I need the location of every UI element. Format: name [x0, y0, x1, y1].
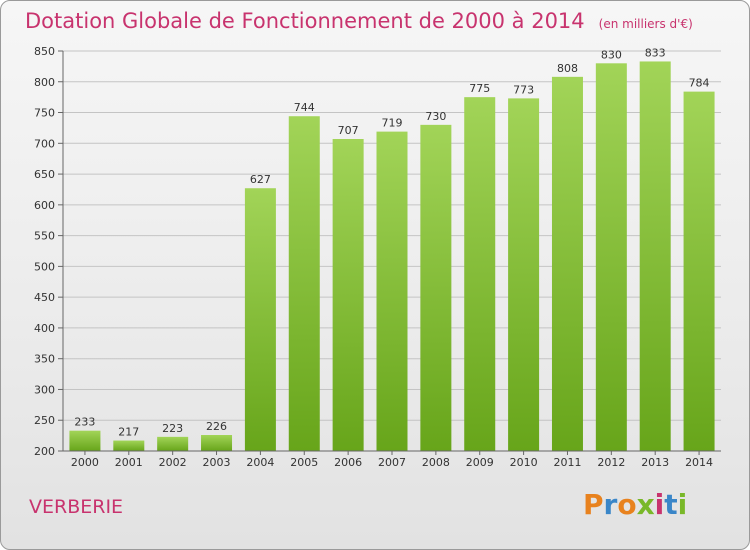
bar — [288, 116, 320, 451]
bar-value-label: 627 — [250, 173, 271, 186]
y-tick-label: 400 — [34, 322, 55, 335]
bar-value-label: 223 — [162, 422, 183, 435]
y-tick-label: 650 — [34, 168, 55, 181]
logo-letter: t — [664, 488, 678, 521]
x-tick-label: 2009 — [466, 456, 494, 469]
y-tick-label: 600 — [34, 199, 55, 212]
proxiti-logo: Proxiti — [583, 488, 687, 521]
y-tick-label: 250 — [34, 414, 55, 427]
commune-name: VERBERIE — [29, 496, 124, 518]
bars: 233 217 223 226 627 744 707 719 730 775 773 808 830 8… — [69, 46, 715, 452]
logo-letter: r — [603, 488, 618, 521]
bar — [420, 124, 452, 451]
bar-value-label: 775 — [469, 82, 490, 95]
bar — [683, 91, 715, 451]
bar-value-label: 830 — [601, 48, 622, 61]
x-tick-label: 2014 — [685, 456, 713, 469]
y-tick-label: 850 — [34, 45, 55, 58]
bar — [113, 440, 145, 451]
x-tick-label: 2003 — [203, 456, 231, 469]
y-tick-label: 750 — [34, 107, 55, 120]
y-tick-label: 350 — [34, 353, 55, 366]
bar-value-label: 744 — [294, 101, 315, 114]
bar-value-label: 233 — [74, 416, 95, 429]
bar-value-label: 707 — [338, 124, 359, 137]
bar — [595, 63, 627, 452]
y-tick-label: 450 — [34, 291, 55, 304]
axes: 200 250 300 350 400 450 500 550 600 650 700 750 800 8… — [34, 45, 721, 469]
y-tick-label: 300 — [34, 383, 55, 396]
title-text: Dotation Globale de Fonctionnement de 20… — [25, 9, 585, 33]
chart-title: Dotation Globale de Fonctionnement de 20… — [25, 9, 693, 33]
bar — [464, 97, 496, 452]
bar-value-label: 808 — [557, 62, 578, 75]
y-tick-label: 800 — [34, 76, 55, 89]
bar — [69, 430, 101, 451]
logo-letter: i — [654, 488, 665, 521]
x-tick-label: 2001 — [115, 456, 143, 469]
logo-letter: i — [677, 488, 688, 521]
bar — [508, 98, 540, 451]
y-tick-label: 200 — [34, 445, 55, 458]
x-tick-label: 2004 — [246, 456, 274, 469]
bar — [332, 139, 364, 451]
bar — [376, 131, 408, 451]
bar-value-label: 217 — [118, 426, 139, 439]
logo-letter: P — [583, 488, 604, 521]
bar — [244, 188, 276, 451]
logo-letter: x — [636, 488, 655, 521]
bar-value-label: 730 — [425, 110, 446, 123]
x-tick-label: 2002 — [159, 456, 187, 469]
bar — [201, 435, 233, 451]
bar — [639, 61, 671, 451]
x-tick-label: 2005 — [290, 456, 318, 469]
bar-value-label: 773 — [513, 83, 534, 96]
y-tick-label: 500 — [34, 260, 55, 273]
bar-value-label: 719 — [382, 117, 403, 130]
bar — [551, 76, 583, 451]
bar-value-label: 226 — [206, 420, 227, 433]
x-tick-label: 2006 — [334, 456, 362, 469]
x-tick-label: 2010 — [510, 456, 538, 469]
bar — [157, 436, 189, 451]
y-tick-label: 700 — [34, 137, 55, 150]
logo-letter: o — [617, 488, 637, 521]
x-tick-label: 2008 — [422, 456, 450, 469]
x-tick-label: 2012 — [597, 456, 625, 469]
x-tick-label: 2011 — [553, 456, 581, 469]
title-unit: (en milliers d'€) — [598, 17, 693, 31]
bar-value-label: 784 — [689, 77, 710, 90]
x-tick-label: 2000 — [71, 456, 99, 469]
y-tick-label: 550 — [34, 230, 55, 243]
x-tick-label: 2007 — [378, 456, 406, 469]
x-tick-label: 2013 — [641, 456, 669, 469]
bar-value-label: 833 — [645, 46, 666, 59]
